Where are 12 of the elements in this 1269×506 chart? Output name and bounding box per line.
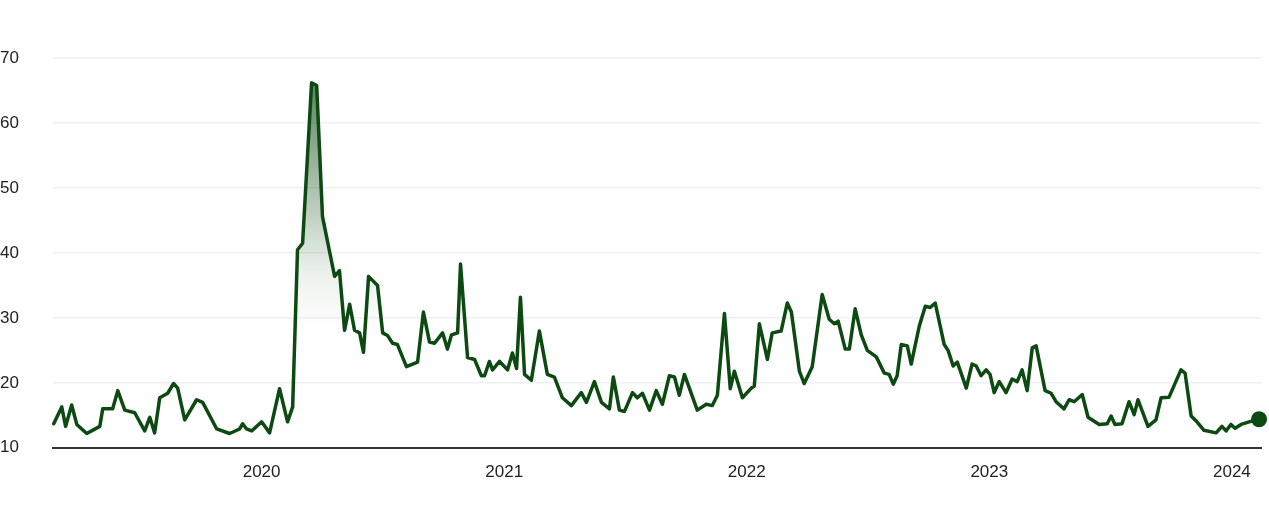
y-tick-label: 10 [0, 437, 19, 457]
y-tick-label: 50 [0, 177, 19, 197]
x-tick-label: 2023 [970, 461, 1009, 481]
x-tick-label: 2020 [242, 461, 281, 481]
x-tick-label: 2021 [485, 461, 524, 481]
x-tick-label: 2024 [1212, 461, 1251, 481]
y-tick-label: 20 [0, 372, 19, 392]
y-tick-label: 60 [0, 112, 19, 132]
y-tick-label: 70 [0, 47, 19, 67]
x-tick-label: 2022 [727, 461, 766, 481]
y-tick-label: 30 [0, 307, 19, 327]
y-tick-label: 40 [0, 242, 19, 262]
